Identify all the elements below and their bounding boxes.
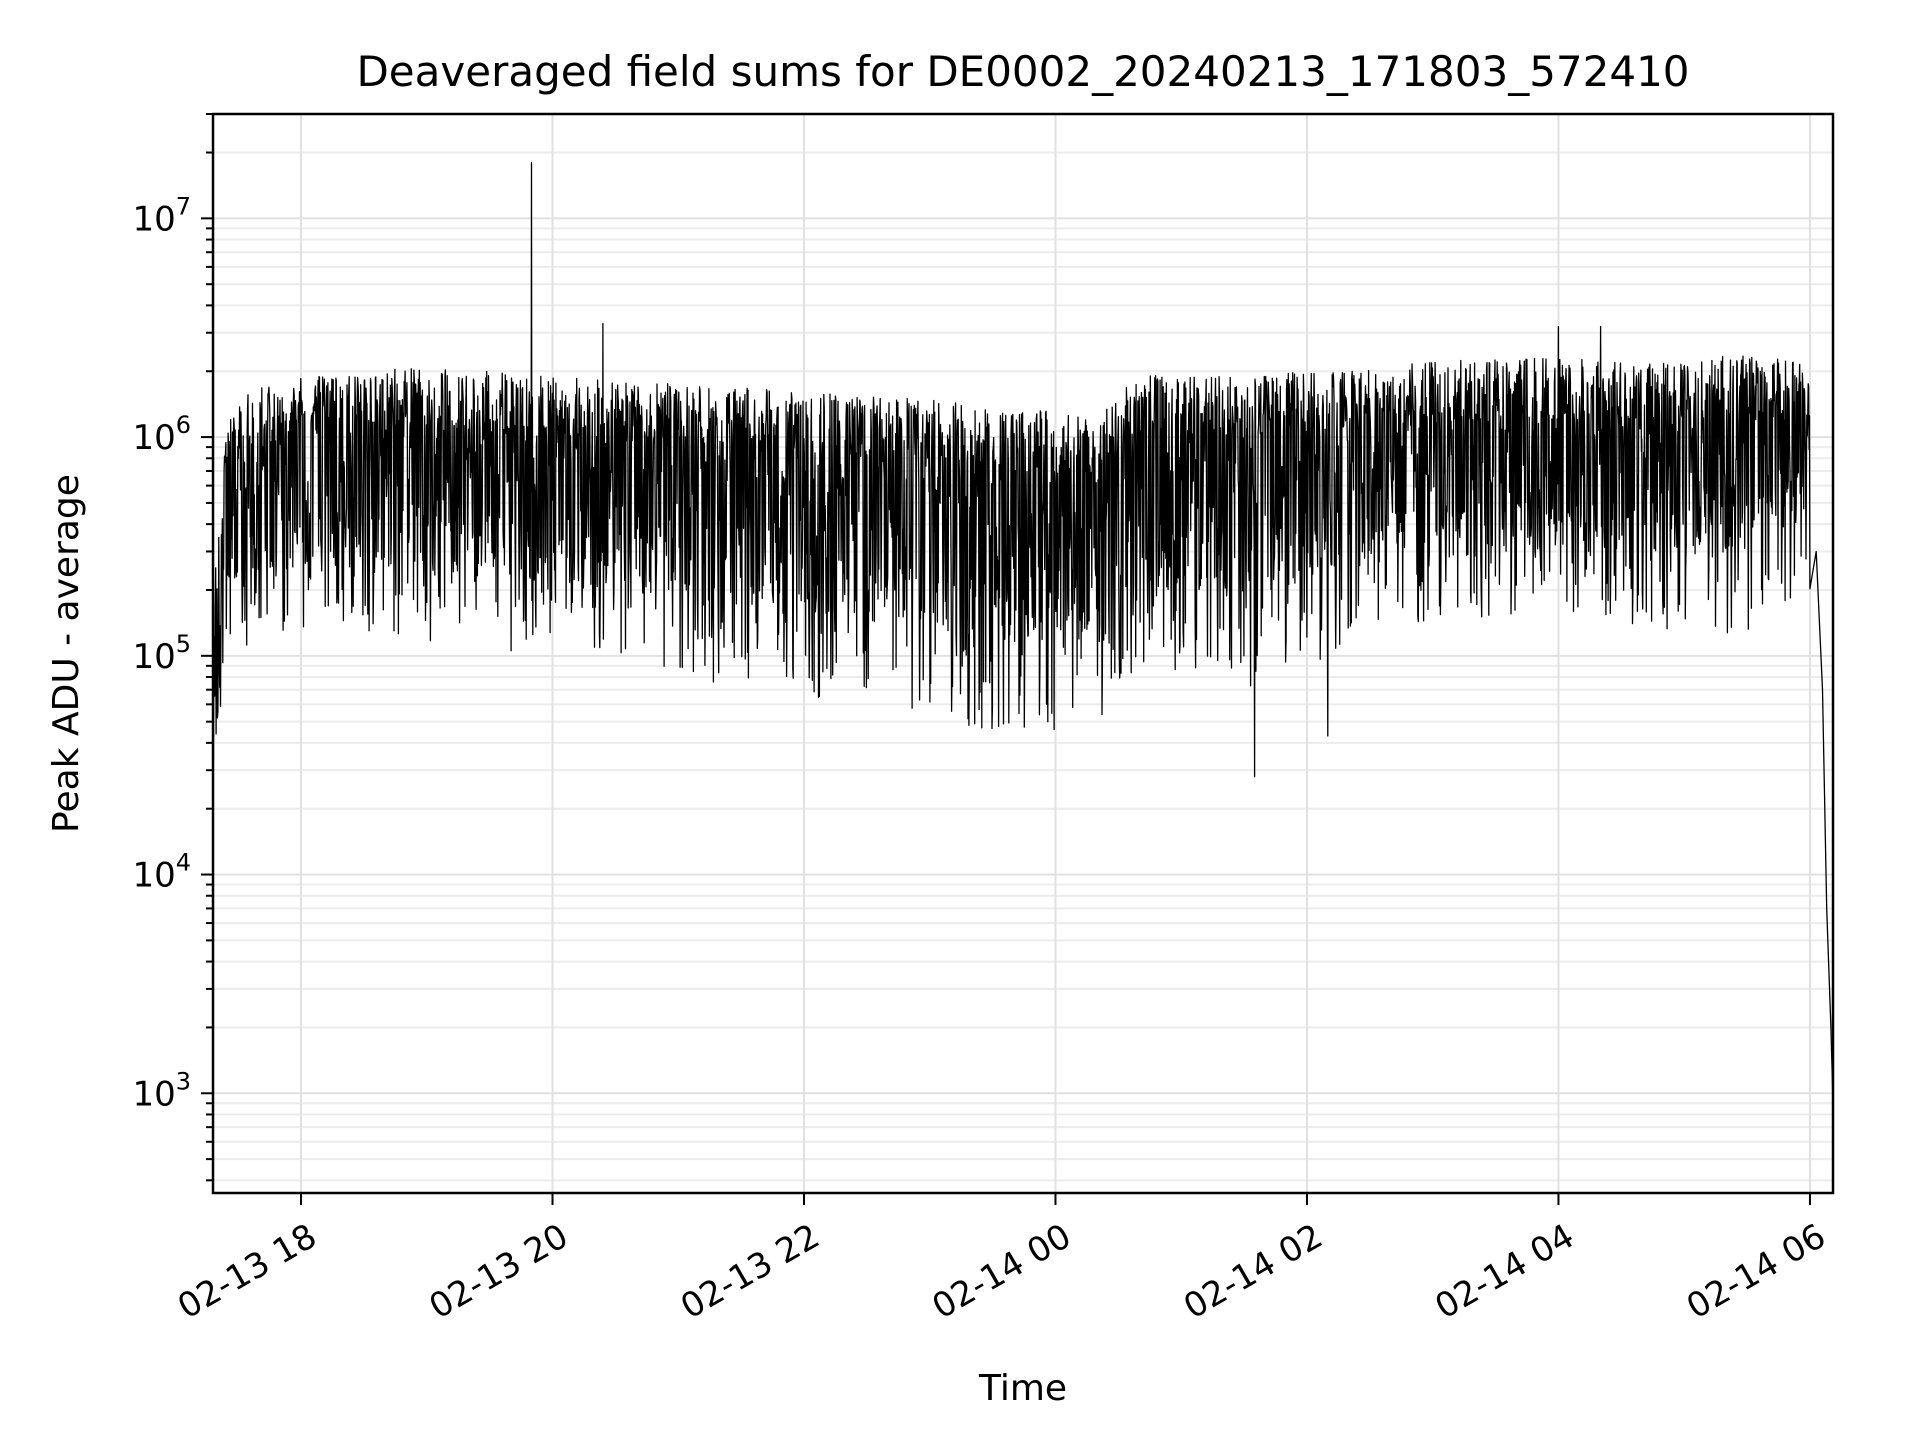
- grid: [213, 113, 1833, 1193]
- x-tick-label: 02-14 00: [926, 1216, 1078, 1327]
- y-tick-label: 104: [132, 849, 191, 896]
- x-axis-label: Time: [978, 1368, 1067, 1409]
- x-tick-label: 02-13 22: [674, 1216, 826, 1327]
- chart-title: Deaveraged field sums for DE0002_2024021…: [356, 47, 1689, 96]
- series-line: [212, 161, 1834, 1104]
- x-tick-label: 02-13 20: [423, 1216, 575, 1327]
- y-tick-label: 103: [132, 1067, 191, 1114]
- y-tick-label: 107: [132, 192, 191, 239]
- y-tick-label: 106: [132, 411, 191, 458]
- x-tick-label: 02-13 18: [171, 1216, 323, 1327]
- plot-frame: [211, 112, 1835, 1195]
- x-tick-label: 02-14 02: [1177, 1216, 1329, 1327]
- x-tick-label: 02-14 04: [1429, 1216, 1581, 1327]
- series-area: [212, 161, 1834, 1104]
- y-tick-label: 105: [132, 630, 191, 677]
- x-tick-label: 02-14 06: [1680, 1216, 1832, 1327]
- y-axis-label: Peak ADU - average: [46, 474, 87, 833]
